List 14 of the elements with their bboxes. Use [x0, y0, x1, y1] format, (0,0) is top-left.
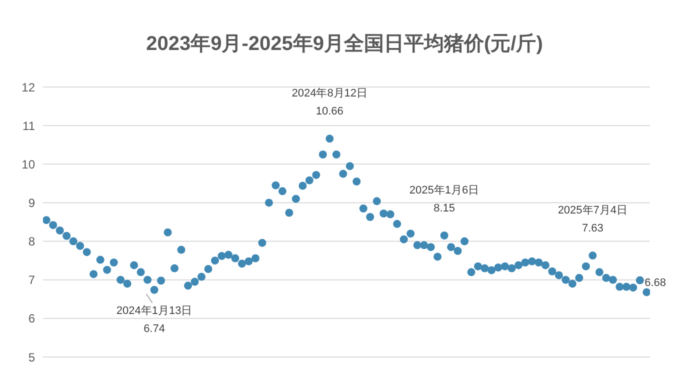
- annotation: 2025年1月6日 8.15: [409, 184, 480, 214]
- y-tick-label: 11: [22, 118, 36, 133]
- annotation: 2025年7月4日 7.63: [558, 204, 628, 235]
- y-tick-label: 12: [22, 80, 36, 94]
- y-tick-label: 7: [28, 273, 36, 288]
- y-tick-label: 10: [22, 157, 36, 172]
- annotation: 2024年8月12日 10.66: [292, 88, 368, 118]
- y-tick-label: 8: [28, 234, 36, 249]
- annotation: 6.68: [644, 277, 666, 290]
- annotation: 2024年1月13日 6.74: [116, 304, 192, 335]
- y-tick-label: 5: [28, 350, 36, 364]
- chart-title: 2023年9月-2025年9月全国日平均猪价(元/斤): [145, 32, 544, 57]
- y-tick-label: 6: [28, 312, 36, 326]
- y-tick-label: 9: [28, 196, 36, 210]
